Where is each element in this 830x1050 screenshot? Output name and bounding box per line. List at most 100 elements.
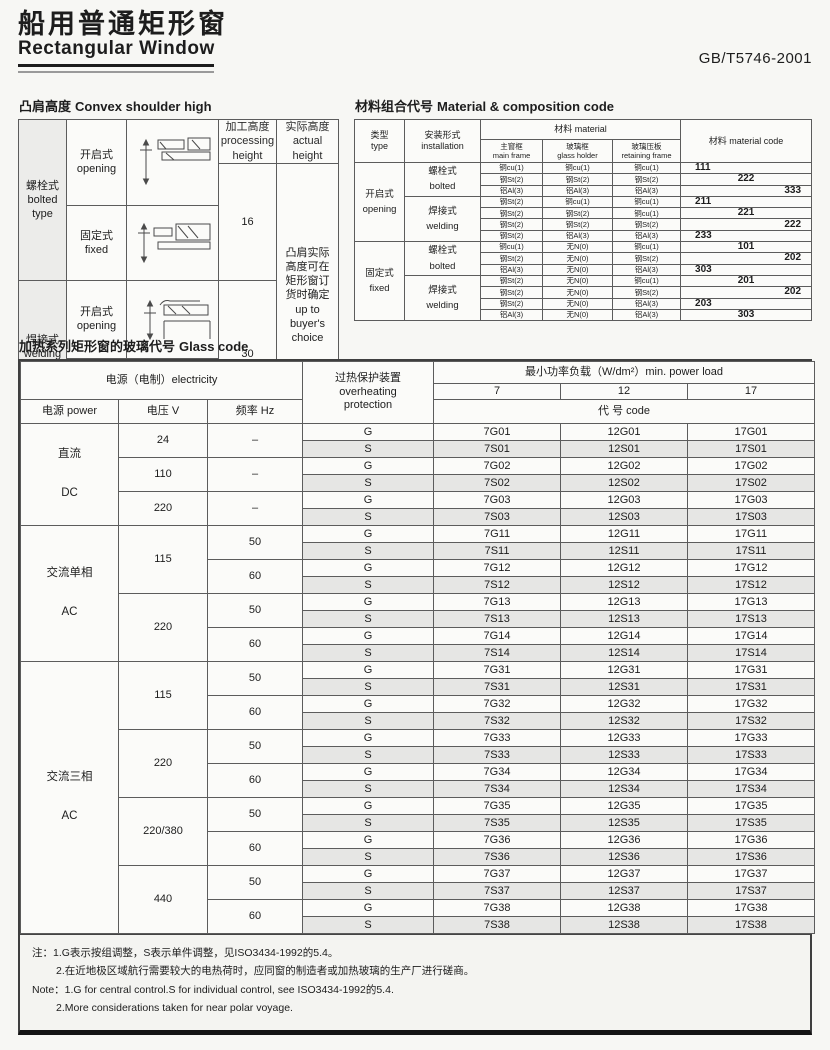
glass-code-cell: 7S11	[433, 542, 562, 560]
material-install-cell: 螺栓式 bolted	[404, 241, 481, 276]
material-cell: 铜cu(1)	[611, 195, 682, 209]
glass-code-cell: 17G12	[687, 559, 816, 577]
protection-mode-cell: G	[302, 729, 435, 747]
protection-mode-cell: G	[302, 661, 435, 679]
material-code-cell: 333	[680, 184, 813, 197]
protection-mode-cell: S	[302, 644, 435, 662]
frequency-cell: 50	[206, 661, 304, 696]
material-cell: 钢St(2)	[611, 286, 682, 299]
shoulder-mode-cell: 固定式 fixed	[66, 204, 127, 282]
shoulder-title-cn: 凸肩高度	[19, 99, 72, 114]
voltage-cell: 220	[118, 593, 208, 662]
material-cell: 铝Al(3)	[611, 229, 682, 243]
note-line: 2.在近地极区域航行需要较大的电热荷时，应同窗的制造者或加热玻璃的生产厂进行磋商…	[56, 965, 475, 978]
material-cell: 铜cu(1)	[611, 241, 682, 254]
glass-code-cell: 7S01	[433, 440, 562, 458]
glass-code-cell: 7G37	[433, 865, 562, 883]
material-cell: 无N(0)	[542, 308, 613, 322]
material-code-cell: 221	[680, 207, 813, 220]
processing-height-header: 加工高度 processing height	[218, 119, 277, 164]
material-type-header: 类型 type	[354, 119, 405, 163]
power-header: 电源 power	[20, 399, 119, 424]
glass-code-cell: 12S37	[560, 882, 689, 900]
material-section-title: 材料组合代号 Material & composition code	[355, 96, 812, 115]
load-12-header: 12	[560, 383, 689, 400]
glass-section-title: 加热系列矩形窗的玻璃代号 Glass code	[19, 336, 812, 355]
protection-mode-cell: G	[302, 559, 435, 577]
glass-code-cell: 12G01	[560, 423, 689, 441]
power-group-cell: 交流单相 AC	[20, 525, 119, 662]
glass-code-cell: 12G14	[560, 627, 689, 645]
material-cell: 钢St(2)	[480, 218, 543, 231]
glass-code-cell: 12S13	[560, 610, 689, 628]
glass-code-cell: 7G02	[433, 457, 562, 475]
protection-mode-cell: S	[302, 746, 435, 764]
glass-code-cell: 12S36	[560, 848, 689, 866]
material-cell: 无N(0)	[542, 274, 613, 288]
material-type-cell: 开启式 opening	[354, 161, 405, 243]
protection-mode-cell: S	[302, 780, 435, 798]
glass-code-cell: 17G31	[687, 661, 816, 679]
glass-code-cell: 17G38	[687, 899, 816, 917]
protection-mode-cell: G	[302, 695, 435, 713]
glass-code-cell: 7S13	[433, 610, 562, 628]
code-header: 代 号 code	[433, 399, 816, 424]
glass-code-cell: 17G01	[687, 423, 816, 441]
protection-mode-cell: S	[302, 440, 435, 458]
glass-code-cell: 12G03	[560, 491, 689, 509]
glass-code-cell: 7S37	[433, 882, 562, 900]
notes-block: 注：1.G表示按组调整，S表示单件调整，见ISO3434-1992的5.4。 2…	[20, 934, 810, 1030]
material-cell: 铜cu(1)	[611, 274, 682, 288]
voltage-cell: 110	[118, 457, 208, 492]
glass-code-cell: 12G32	[560, 695, 689, 713]
shoulder-type-bolted-cell: 螺栓式 bolted type	[18, 118, 67, 282]
glass-code-cell: 7S36	[433, 848, 562, 866]
glass-code-cell: 12G11	[560, 525, 689, 543]
frequency-cell: –	[206, 423, 304, 458]
material-cell: 铝Al(3)	[480, 308, 543, 322]
material-cell: 钢St(2)	[542, 173, 613, 186]
glass-code-cell: 17S35	[687, 814, 816, 832]
glass-code-table: 电源（电制）electricity 过热保护装置 overheating pro…	[19, 361, 816, 934]
protection-mode-cell: G	[302, 525, 435, 543]
protection-mode-cell: G	[302, 457, 435, 475]
glass-code-cell: 7G35	[433, 797, 562, 815]
glass-code-cell: 7S32	[433, 712, 562, 730]
material-cell: 无N(0)	[542, 241, 613, 254]
protection-mode-cell: G	[302, 593, 435, 611]
material-cell: 钢St(2)	[611, 252, 682, 265]
voltage-cell: 115	[118, 525, 208, 594]
glass-code-cell: 17S11	[687, 542, 816, 560]
protection-mode-cell: G	[302, 831, 435, 849]
material-code-cell: 222	[680, 173, 813, 186]
material-cell: 钢St(2)	[480, 252, 543, 265]
page-title-cn: 船用普通矩形窗	[18, 9, 228, 39]
glass-code-cell: 7S38	[433, 916, 562, 934]
glass-code-cell: 17S02	[687, 474, 816, 492]
glass-code-cell: 7G12	[433, 559, 562, 577]
glass-code-cell: 17G03	[687, 491, 816, 509]
standard-code: GB/T5746-2001	[698, 50, 812, 67]
voltage-header: 电压 V	[118, 399, 208, 424]
load-7-header: 7	[433, 383, 562, 400]
glass-code-cell: 7G11	[433, 525, 562, 543]
protection-mode-cell: G	[302, 491, 435, 509]
glass-code-cell: 12G35	[560, 797, 689, 815]
processing-height-bolted: 16	[218, 162, 277, 282]
material-title-cn: 材料组合代号	[355, 99, 434, 114]
electricity-header: 电源（电制）electricity	[19, 361, 304, 400]
glass-holder-header: 玻璃框 glass holder	[542, 139, 613, 163]
material-cell: 铝Al(3)	[611, 263, 682, 276]
frequency-cell: –	[206, 457, 304, 492]
material-cell: 铜cu(1)	[542, 195, 613, 209]
min-power-load-header: 最小功率负载（W/dm²）min. power load	[433, 361, 816, 384]
glass-code-cell: 7G31	[433, 661, 562, 679]
glass-code-cell: 17S33	[687, 746, 816, 764]
actual-height-header: 实际高度 actual height	[276, 119, 339, 164]
glass-code-cell: 7S03	[433, 508, 562, 526]
material-code-cell: 211	[680, 195, 813, 209]
voltage-cell: 24	[118, 423, 208, 458]
protection-mode-cell: S	[302, 610, 435, 628]
glass-code-cell: 7S12	[433, 576, 562, 594]
